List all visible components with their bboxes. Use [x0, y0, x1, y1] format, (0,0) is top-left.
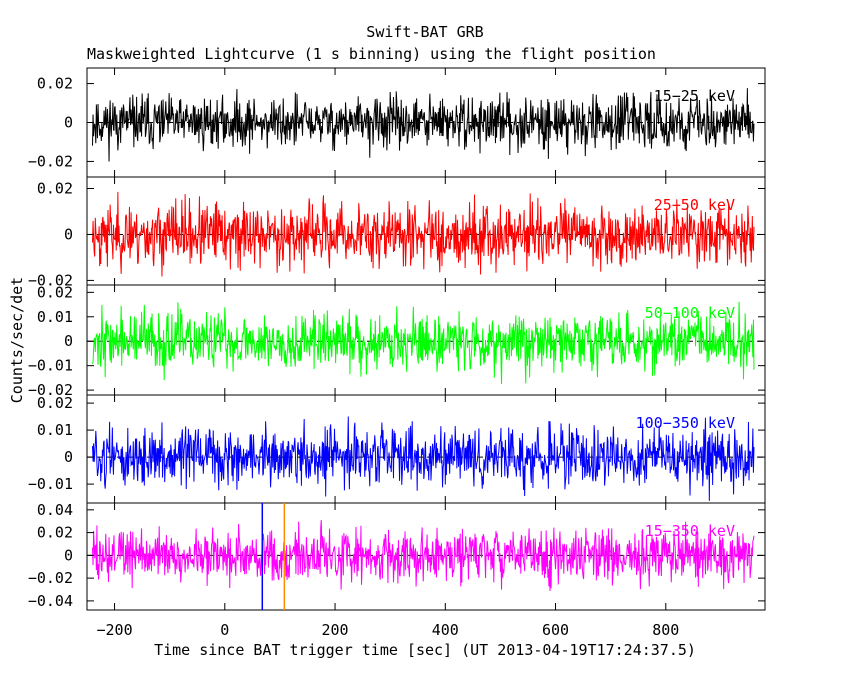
y-tick-label: −0.01 — [28, 475, 73, 493]
series-line-100-350-kev — [92, 416, 755, 501]
band-label: 15−25 keV — [654, 87, 735, 105]
panel-4: 0.02 0.01 0 −0.01 100−350 keV — [28, 394, 766, 504]
panel-2: 0.02 0 −0.02 25−50 keV — [28, 176, 766, 289]
band-label: 100−350 keV — [636, 414, 735, 432]
y-tick-label: 0.02 — [37, 179, 73, 197]
y-tick-label: 0.01 — [37, 308, 73, 326]
y-tick-label: 0.02 — [37, 394, 73, 412]
x-tick-label: 600 — [542, 621, 569, 639]
x-tick-label: 0 — [220, 621, 229, 639]
y-tick-label: 0.02 — [37, 524, 73, 542]
chart-subtitle: Maskweighted Lightcurve (1 s binning) us… — [87, 45, 656, 63]
chart-title: Swift-BAT GRB — [366, 23, 483, 41]
series-line-50-100-kev — [92, 301, 755, 385]
y-tick-label: 0.02 — [37, 75, 73, 93]
x-axis-label: Time since BAT trigger time [sec] (UT 20… — [154, 641, 696, 659]
y-tick-label: −0.02 — [28, 381, 73, 399]
y-tick-label: 0 — [64, 448, 73, 466]
x-tick-label: 800 — [652, 621, 679, 639]
series-line-15-25-kev — [92, 88, 755, 162]
series-line-25-50-kev — [92, 191, 755, 277]
y-tick-label: 0.01 — [37, 421, 73, 439]
x-tick-label: 400 — [432, 621, 459, 639]
y-tick-label: 0 — [64, 114, 73, 132]
y-tick-label: −0.02 — [28, 271, 73, 289]
y-tick-label: −0.02 — [28, 152, 73, 170]
panel-frame — [86, 502, 766, 611]
y-tick-label: 0.04 — [37, 501, 73, 519]
band-label: 50−100 keV — [645, 304, 735, 322]
panel-1: 0.02 0 −0.02 15−25 keV — [28, 67, 766, 178]
band-label: 15−350 keV — [645, 522, 735, 540]
panel-5: 0.04 0.02 0 −0.02 −0.04 15−350 keV — [28, 501, 766, 611]
y-tick-label: 0.02 — [37, 283, 73, 301]
panel-3: 0.02 0.01 0 −0.01 −0.02 50−100 keV — [28, 283, 766, 399]
y-tick-label: 0 — [64, 225, 73, 243]
y-tick-label: 0 — [64, 332, 73, 350]
y-tick-label: −0.01 — [28, 357, 73, 375]
y-tick-label: 0 — [64, 546, 73, 564]
band-label: 25−50 keV — [654, 196, 735, 214]
x-tick-label: −200 — [96, 621, 132, 639]
x-tick-labels: −200 0 200 400 600 800 — [96, 621, 679, 639]
y-axis-label: Counts/sec/det — [8, 277, 26, 403]
x-tick-label: 200 — [322, 621, 349, 639]
y-tick-label: −0.04 — [28, 592, 73, 610]
y-tick-label: −0.02 — [28, 569, 73, 587]
series-line-15-350-kev — [92, 519, 755, 592]
